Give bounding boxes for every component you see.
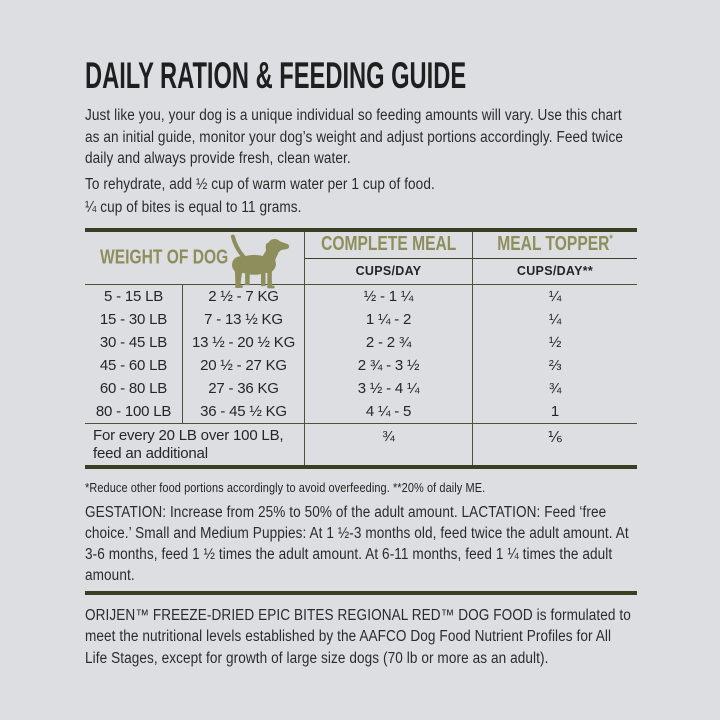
table-row: 5 - 15 LB 2 ½ - 7 KG ½ - 1 ¼ ¼ (85, 284, 637, 308)
table-row: 45 - 60 LB 20 ½ - 27 KG 2 ¾ - 3 ½ ⅔ (85, 353, 637, 377)
meal-topper-label: MEAL TOPPER (497, 233, 610, 255)
aafco-statement: ORIJEN™ FREEZE-DRIED EPIC BITES REGIONAL… (85, 606, 631, 667)
meal-topper-cell: ½ (548, 333, 562, 351)
gestation-lactation-paragraph: GESTATION: Increase from 25% to 50% of t… (85, 503, 629, 584)
table-row: 15 - 30 LB 7 - 13 ½ KG 1 ¼ - 2 ¼ (85, 307, 637, 331)
complete-meal-units: CUPS/DAY (355, 264, 422, 278)
meal-topper-cell: ¾ (548, 379, 562, 397)
meal-topper-asterisk: * (609, 233, 613, 245)
complete-meal-cell: 3 ½ - 4 ¼ (305, 376, 473, 400)
section-divider (85, 590, 637, 595)
table-row: 30 - 45 LB 13 ½ - 20 ½ KG 2 - 2 ¾ ½ (85, 330, 637, 354)
table-row: 60 - 80 LB 27 - 36 KG 3 ½ - 4 ¼ ¾ (85, 376, 637, 400)
weight-kg-cell: 7 - 13 ½ KG (183, 307, 305, 331)
complete-meal-cell: 2 - 2 ¾ (305, 330, 473, 354)
feeding-table-header: WEIGHT OF DOG (85, 231, 637, 288)
meal-topper-cell: ¼ (548, 287, 562, 305)
complete-meal-label: COMPLETE MEAL (320, 233, 457, 255)
meal-topper-cell: 1 (550, 402, 560, 420)
complete-meal-cell: 1 ¼ - 2 (305, 307, 473, 331)
reduce-footnote: *Reduce other food portions accordingly … (85, 480, 486, 495)
weight-lb-cell: 15 - 30 LB (85, 307, 183, 331)
weight-kg-cell: 27 - 36 KG (183, 376, 305, 400)
meal-topper-cell: ⅔ (548, 356, 562, 374)
feeding-table: WEIGHT OF DOG (85, 227, 637, 469)
weight-lb-cell: 80 - 100 LB (85, 399, 183, 423)
weight-lb-cell: 5 - 15 LB (85, 284, 183, 308)
equivalence-note: ¼ cup of bites is equal to 11 grams. (85, 199, 302, 216)
meal-topper-cell: ¼ (548, 310, 562, 328)
weight-kg-cell: 13 ½ - 20 ½ KG (183, 330, 305, 354)
dog-silhouette-icon (230, 234, 290, 288)
complete-meal-header-cell: COMPLETE MEAL CUPS/DAY (305, 231, 473, 284)
extra-row-label: For every 20 LB over 100 LB, feed an add… (85, 423, 305, 465)
weight-kg-cell: 20 ½ - 27 KG (183, 353, 305, 377)
weight-of-dog-header-cell: WEIGHT OF DOG (85, 231, 305, 288)
complete-meal-cell: 2 ¾ - 3 ½ (305, 353, 473, 377)
extra-row-meal-topper-cell: ⅙ (547, 428, 563, 446)
extra-row-complete-meal-cell: ¾ (305, 423, 473, 465)
feeding-guide-panel: DAILY RATION & FEEDING GUIDE Just like y… (85, 55, 637, 669)
meal-topper-title: MEAL TOPPER* (473, 232, 637, 259)
complete-meal-cell: ½ - 1 ¼ (305, 284, 473, 308)
meal-topper-header-cell: MEAL TOPPER* CUPS/DAY** (473, 232, 637, 284)
page-title: DAILY RATION & FEEDING GUIDE (85, 55, 467, 96)
rehydrate-note: To rehydrate, add ½ cup of warm water pe… (85, 175, 435, 193)
table-extra-row: For every 20 LB over 100 LB, feed an add… (85, 422, 637, 465)
intro-paragraph: Just like you, your dog is a unique indi… (85, 107, 623, 167)
weight-of-dog-label: WEIGHT OF DOG (100, 246, 229, 268)
weight-lb-cell: 60 - 80 LB (85, 376, 183, 400)
complete-meal-cell: 4 ¼ - 5 (305, 399, 473, 423)
weight-lb-cell: 45 - 60 LB (85, 353, 183, 377)
weight-kg-cell: 2 ½ - 7 KG (183, 284, 305, 308)
meal-topper-units: CUPS/DAY** (516, 264, 594, 278)
weight-lb-cell: 30 - 45 LB (85, 330, 183, 354)
complete-meal-title: COMPLETE MEAL (305, 232, 472, 259)
weight-kg-cell: 36 - 45 ½ KG (183, 399, 305, 423)
table-row: 80 - 100 LB 36 - 45 ½ KG 4 ¼ - 5 1 (85, 399, 637, 423)
